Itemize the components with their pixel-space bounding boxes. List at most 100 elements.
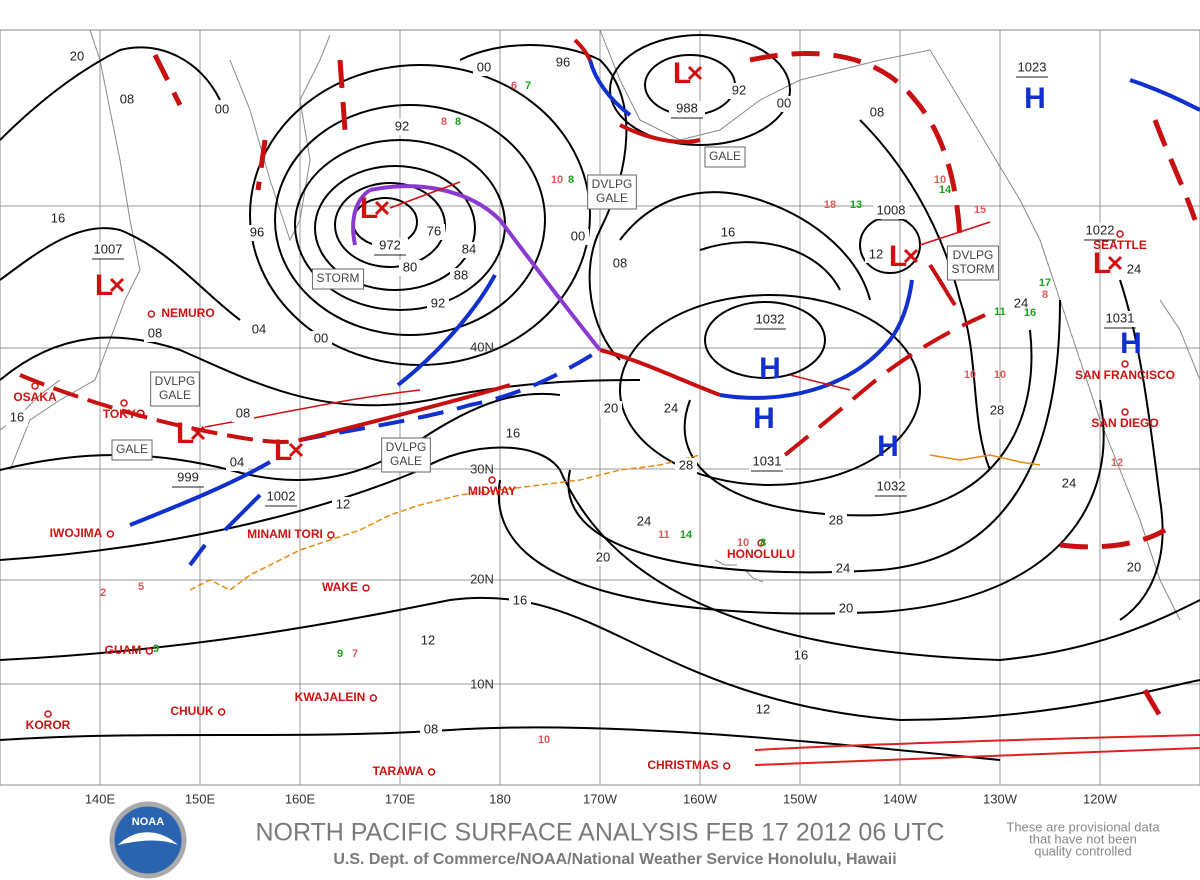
pressure-center-bg — [170, 470, 206, 486]
isobar-label: 20 — [839, 600, 853, 615]
isobar-label-bg — [66, 49, 88, 65]
isobar-label-bg — [458, 242, 480, 258]
place-name: CHRISTMAS — [647, 758, 718, 772]
latitude-label: 10N — [470, 676, 494, 691]
pressure-center-bg — [669, 101, 705, 117]
wind-report: 16 — [1024, 307, 1036, 319]
low-x — [1107, 255, 1123, 271]
place-name: HONOLULU — [727, 547, 795, 561]
low-pressure: L — [360, 192, 378, 225]
isobar-label: 16 — [51, 210, 65, 225]
wind-report: 8 — [455, 116, 461, 128]
low-pressure: L — [95, 269, 113, 302]
high-pressure: H — [759, 352, 781, 385]
isobar-label-bg — [552, 55, 574, 71]
isobar-label-bg — [609, 256, 631, 272]
pressure-center: 1007 — [94, 241, 123, 256]
longitude-label: 120W — [1083, 791, 1118, 806]
isobar-label: 08 — [870, 104, 884, 119]
longitude-label: 150W — [783, 791, 818, 806]
place-dot — [362, 584, 370, 592]
disclaimer-line: quality controlled — [1034, 843, 1132, 858]
isobar-label: 24 — [1062, 475, 1076, 490]
place-dot — [1121, 360, 1129, 368]
wind-report: 2 — [100, 587, 106, 599]
isobar-label: 96 — [250, 224, 264, 239]
isobar-label-bg — [675, 458, 697, 474]
isobar-label-bg — [473, 60, 495, 76]
place-dot — [120, 399, 128, 407]
isobar-label: 84 — [462, 241, 476, 256]
isobar-label: 16 — [794, 647, 808, 662]
isobar-label-bg — [232, 406, 254, 422]
place-dot — [369, 694, 378, 702]
isobar-label-bg — [226, 455, 248, 471]
latitude-label: 30N — [470, 461, 494, 476]
place-name: KWAJALEIN — [295, 690, 366, 704]
isobar-label: 00 — [215, 101, 229, 116]
warning-box — [381, 437, 431, 473]
pressure-center: 1032 — [756, 311, 785, 326]
warning-box — [111, 439, 153, 461]
isobar-label: 80 — [403, 259, 417, 274]
longitude-label: 160W — [683, 791, 718, 806]
pressure-center-bg — [752, 312, 788, 328]
place-name: OSAKA — [13, 390, 57, 404]
pressure-center-bg — [749, 454, 785, 470]
wind-report: 10 — [964, 369, 976, 381]
isobar-label-bg — [47, 211, 69, 227]
longitude-label: 180 — [489, 791, 511, 806]
isobar-label: 08 — [236, 405, 250, 420]
place-dot — [722, 762, 731, 770]
place-name: KOROR — [26, 718, 71, 732]
place-dot — [147, 310, 156, 318]
low-pressure: L — [1093, 247, 1111, 280]
low-x — [687, 65, 703, 81]
wind-report: 13 — [850, 199, 862, 211]
isobar-label: 24 — [637, 513, 651, 528]
warning-box — [150, 371, 200, 407]
high-pressure: H — [753, 402, 775, 435]
low-pressure: L — [176, 417, 194, 450]
isobar-label-bg — [211, 102, 233, 118]
place-dot — [327, 531, 335, 539]
warning-label: GALE — [159, 388, 191, 402]
isobar-label: 12 — [421, 632, 435, 647]
isobar-label-bg — [1123, 560, 1145, 576]
isobar-label: 24 — [1014, 295, 1028, 310]
isobar-label-bg — [633, 514, 655, 530]
isobar-label: 04 — [230, 454, 244, 469]
isobar-label: 24 — [836, 560, 850, 575]
pressure-center: 1008 — [877, 202, 906, 217]
isobar-label-bg — [835, 601, 857, 617]
pressure-center-bg — [1014, 60, 1050, 76]
place-dot — [488, 476, 496, 484]
wind-report: 8 — [1042, 289, 1048, 301]
low-pressure: L — [673, 57, 691, 90]
isobar-label: 92 — [431, 295, 445, 310]
place-name: SAN DIEGO — [1091, 416, 1158, 430]
warning-label: DVLPG — [386, 440, 427, 454]
map-subtitle: U.S. Dept. of Commerce/NOAA/National Wea… — [333, 851, 896, 868]
isobar-label-bg — [144, 326, 166, 342]
wind-report: 7 — [525, 80, 531, 92]
place-name: WAKE — [322, 580, 358, 594]
isobar-label: 20 — [1127, 559, 1141, 574]
place-dot — [427, 768, 436, 776]
wind-report: 10 — [994, 369, 1006, 381]
place-name: MIDWAY — [468, 484, 516, 498]
pressure-center-bg — [1082, 223, 1118, 239]
map-title: NORTH PACIFIC SURFACE ANALYSIS FEB 17 20… — [255, 819, 944, 847]
isobar-label: 16 — [513, 592, 527, 607]
isobar-label: 28 — [829, 512, 843, 527]
isobar-label-bg — [1123, 262, 1145, 278]
pressure-center: 1032 — [877, 478, 906, 493]
isobar-label: 00 — [477, 59, 491, 74]
place-dot — [44, 710, 52, 718]
isobar-label: 12 — [869, 246, 883, 261]
isobar-label-bg — [6, 410, 28, 426]
isobar-label: 04 — [252, 321, 266, 336]
wind-report: 17 — [1039, 277, 1051, 289]
isobar-label: 00 — [314, 330, 328, 345]
